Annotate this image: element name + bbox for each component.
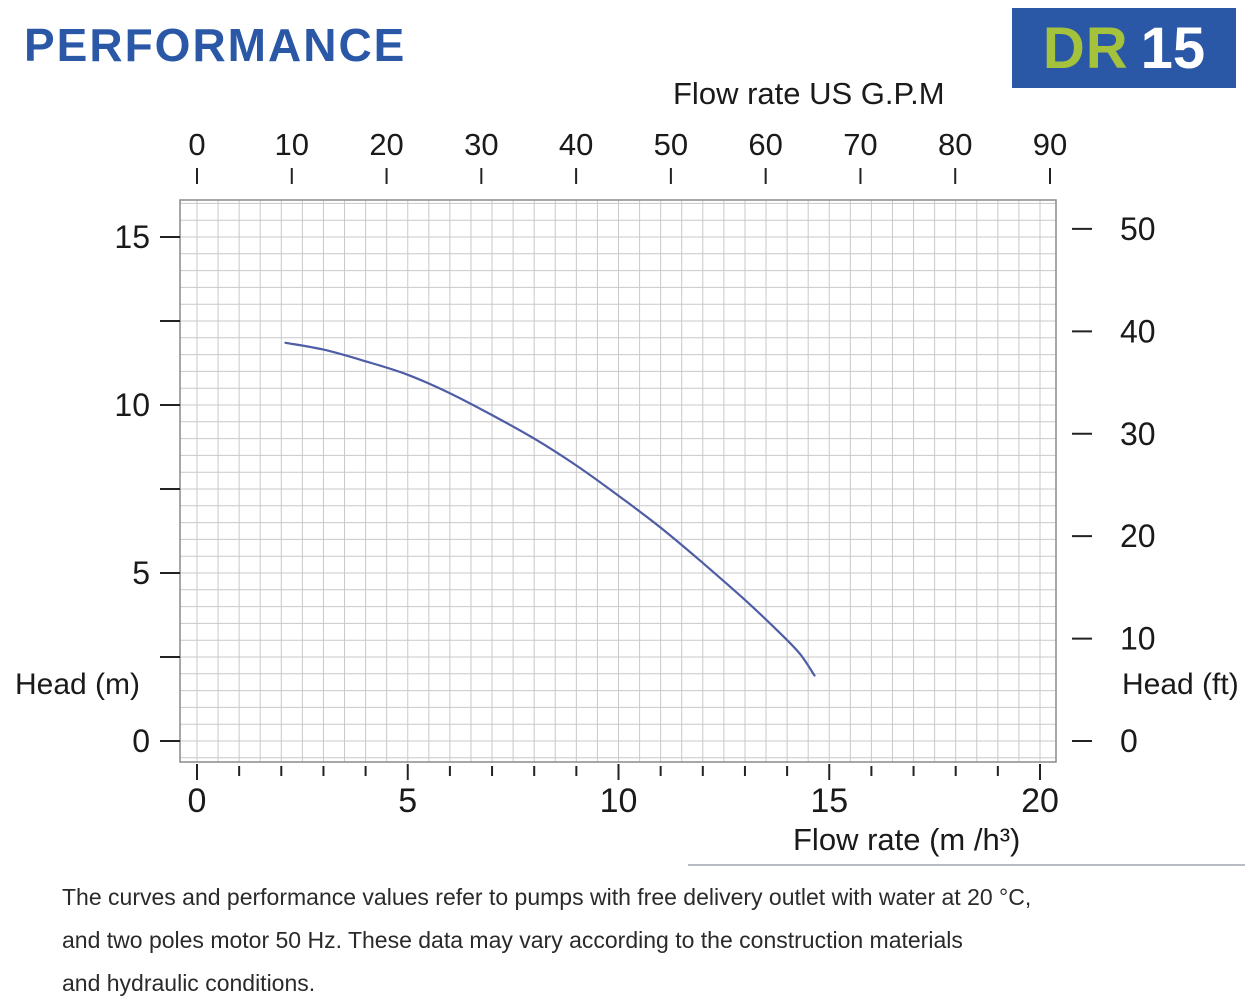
top-axis-tick-label: 30 [464, 127, 498, 162]
grid-lines [180, 200, 1056, 762]
footer-note: The curves and performance values refer … [62, 876, 1031, 1000]
model-badge-number: 15 [1140, 15, 1206, 81]
bottom-axis-tick-label: 20 [1021, 782, 1059, 820]
top-axis-tick-label: 90 [1033, 127, 1067, 162]
right-axis-tick-label: 40 [1120, 313, 1156, 349]
divider-line [688, 864, 1245, 866]
top-axis-tick-label: 40 [559, 127, 593, 162]
left-axis-title: Head (m) [15, 668, 141, 701]
top-axis-tick-label: 10 [275, 127, 309, 162]
top-axis-title: Flow rate US G.P.M [673, 76, 945, 111]
left-axis-tick-label: 0 [132, 723, 150, 759]
top-axis-tick-label: 20 [369, 127, 403, 162]
right-axis-tick-label: 0 [1120, 723, 1138, 759]
footer-line: The curves and performance values refer … [62, 884, 1032, 910]
top-axis-tick-label: 70 [843, 127, 877, 162]
top-axis-tick-label: 0 [188, 127, 205, 162]
bottom-axis-title: Flow rate (m /h³) [793, 822, 1021, 857]
bottom-axis-tick-label: 5 [398, 782, 417, 820]
left-axis-tick-label: 10 [114, 387, 150, 423]
top-axis-tick-label: 50 [654, 127, 688, 162]
right-axis-tick-label: 50 [1120, 211, 1156, 247]
model-badge-series: DR [1042, 15, 1129, 81]
footer-line: and hydraulic conditions. [62, 970, 316, 996]
bottom-axis-tick-label: 15 [810, 782, 848, 820]
bottom-axis-tick-label: 10 [600, 782, 638, 820]
right-axis-tick-label: 20 [1120, 518, 1156, 554]
model-badge: DR 15 [1012, 8, 1236, 88]
right-axis-tick-label: 10 [1120, 621, 1156, 657]
left-axis-tick-label: 5 [132, 555, 150, 591]
right-axis-title: Head (ft) [1122, 668, 1239, 701]
footer-line: and two poles motor 50 Hz. These data ma… [62, 927, 963, 953]
right-axis-tick-label: 30 [1120, 416, 1156, 452]
page-title: PERFORMANCE [24, 19, 407, 71]
top-axis-tick-label: 60 [748, 127, 782, 162]
plot-border [179, 199, 1057, 763]
performance-curve [284, 341, 816, 677]
left-axis-tick-label: 15 [114, 219, 150, 255]
top-axis-tick-label: 80 [938, 127, 972, 162]
bottom-axis-tick-label: 0 [188, 782, 207, 820]
